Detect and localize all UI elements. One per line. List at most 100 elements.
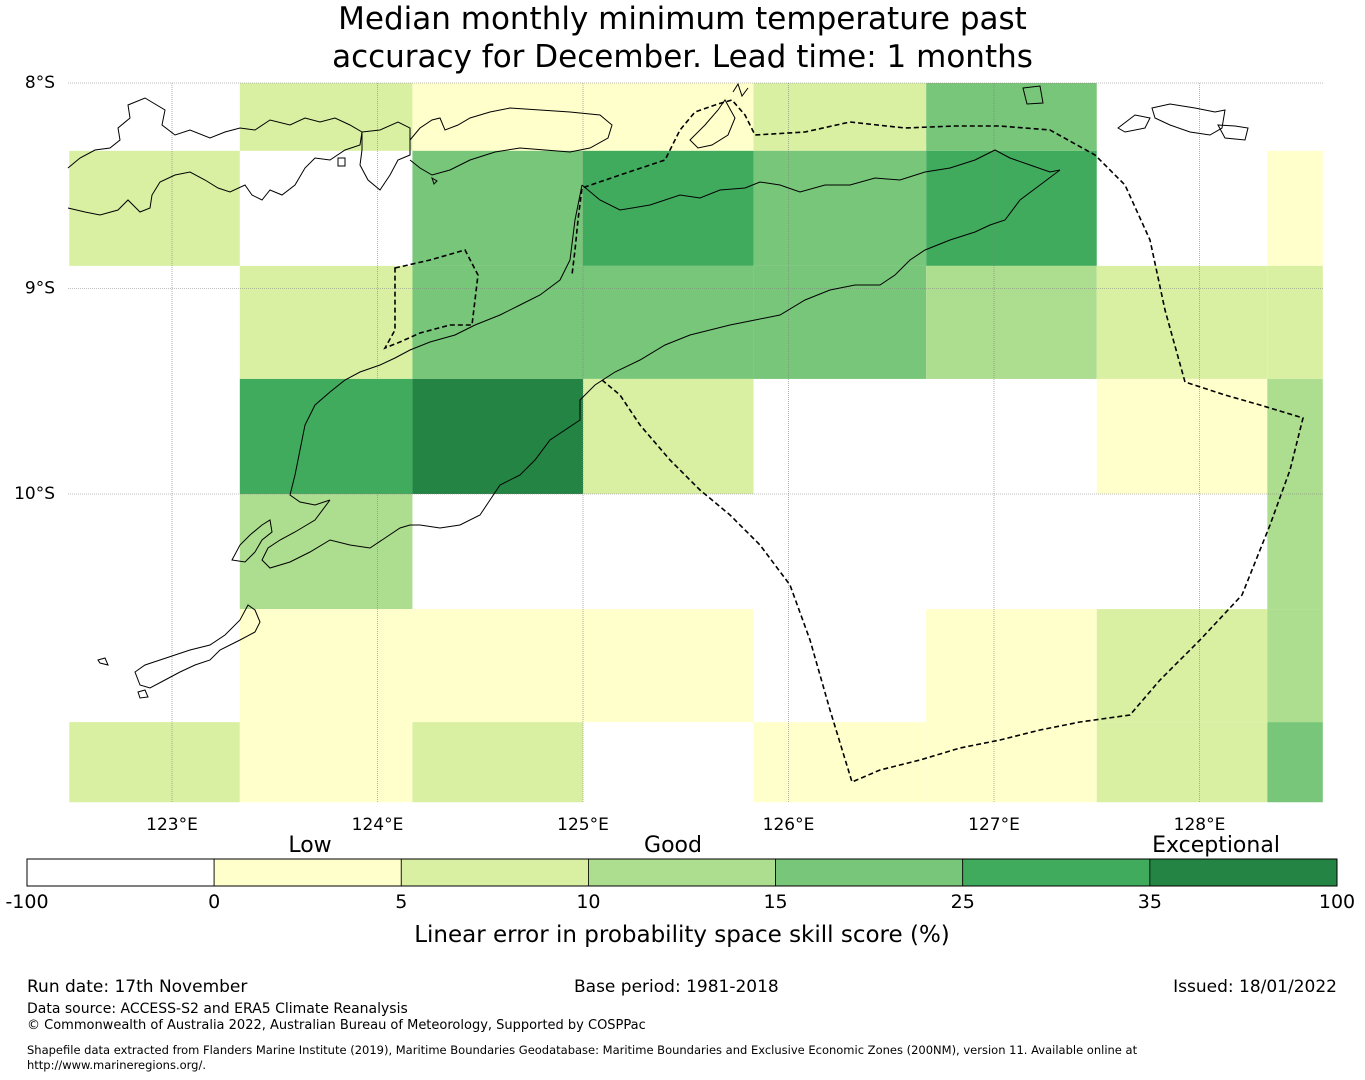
colorbar-segment-0 [26, 858, 215, 887]
skill-cell-33 [412, 722, 583, 803]
colorbar-segments [26, 858, 1338, 887]
skill-cell-9 [926, 150, 1097, 266]
maritime-boundary-eez [383, 99, 1304, 784]
colorbar-axis-label: Linear error in probability space skill … [414, 922, 950, 948]
copyright-notice: © Commonwealth of Australia 2022, Austra… [27, 1018, 646, 1033]
latitude-label-1: 9°S [25, 279, 55, 299]
coastline-islet-2 [137, 689, 149, 699]
skill-cell-36 [1096, 722, 1268, 803]
skill-cell-2 [583, 83, 754, 151]
skill-cell-32 [239, 722, 413, 803]
coastline-leti [1022, 85, 1044, 105]
colorbar-segment-3 [588, 858, 776, 887]
colorbar: -100 0 5 10 15 25 35 100 Low Good Exceptional L… [5, 833, 1355, 948]
skill-cell-37 [1267, 722, 1323, 803]
coastline [67, 82, 1249, 699]
shapefile-credit-line-2: http://www.marineregions.org/. [27, 1058, 206, 1072]
colorbar-tick-labels: -100 0 5 10 15 25 35 100 [5, 891, 1355, 913]
skill-cell-25 [239, 609, 413, 723]
skill-cell-18 [239, 378, 413, 494]
latitude-label-2: 10°S [14, 484, 55, 504]
map-axis-labels: 123°E 124°E 125°E 126°E 127°E 128°E 8°S 9°S 10°S [14, 73, 1225, 835]
colorbar-tick-5: 25 [951, 891, 975, 913]
longitude-label-0: 123°E [146, 815, 198, 835]
colorbar-segment-1 [213, 858, 402, 887]
category-exceptional-label: Exceptional [1152, 833, 1280, 858]
skill-cell-35 [926, 722, 1097, 803]
eez-timor-leste-main [571, 99, 1304, 784]
skill-cell-34 [753, 722, 927, 803]
skill-cell-3 [753, 83, 927, 151]
skill-cell-20 [583, 378, 754, 494]
skill-cell-17 [1267, 265, 1323, 379]
colorbar-tick-1: 0 [208, 891, 220, 913]
colorbar-segment-2 [400, 858, 589, 887]
category-low-label: Low [288, 833, 331, 858]
coastline-kisar [1117, 114, 1151, 133]
longitude-label-3: 126°E [763, 815, 815, 835]
coastline-islet-5 [732, 82, 749, 98]
skill-cell-15 [926, 265, 1097, 379]
skill-cell-31 [69, 722, 240, 803]
coastline-roti [261, 499, 411, 569]
skill-cell-0 [239, 83, 413, 151]
skill-cell-5 [69, 150, 240, 266]
skill-cell-16 [1096, 265, 1268, 379]
colorbar-outline [26, 858, 1338, 887]
coastline-moa [1151, 103, 1226, 136]
skill-grid-cells [69, 83, 1323, 803]
coastline-islet-4 [431, 176, 438, 185]
colorbar-segment-5 [962, 858, 1151, 887]
skill-cell-8 [753, 150, 927, 266]
skill-cell-23 [239, 494, 413, 610]
longitude-label-2: 125°E [557, 815, 609, 835]
colorbar-segment-6 [1149, 858, 1338, 887]
skill-cell-21 [1096, 378, 1268, 494]
coastline-sawu-small [231, 519, 273, 563]
coastline-lakor [1217, 124, 1249, 141]
shapefile-credit-line-1: Shapefile data extracted from Flanders M… [27, 1043, 1138, 1057]
chart-title-line-2: accuracy for December. Lead time: 1 mont… [332, 39, 1033, 75]
colorbar-tick-6: 35 [1138, 891, 1162, 913]
skill-cell-1 [412, 83, 583, 151]
skill-cell-13 [583, 265, 754, 379]
coastline-atauro [689, 99, 736, 149]
colorbar-tick-7: 100 [1319, 891, 1355, 913]
skill-cell-10 [1267, 150, 1323, 266]
coastline-wetar [409, 107, 613, 176]
coastline-timor-south [410, 169, 1061, 529]
coastline-islet-3 [337, 157, 346, 167]
skill-cell-7 [583, 150, 754, 266]
longitude-label-5: 128°E [1174, 815, 1226, 835]
skill-cell-4 [926, 83, 1097, 151]
category-good-label: Good [644, 833, 702, 858]
data-source: Data source: ACCESS-S2 and ERA5 Climate … [27, 1001, 408, 1017]
issued-date: Issued: 18/01/2022 [1173, 977, 1337, 997]
chart-title: Median monthly minimum temperature past … [0, 0, 1365, 76]
skill-cell-30 [1267, 609, 1323, 723]
coastline-timor-north [581, 149, 1061, 211]
coastline-islet-1 [97, 657, 109, 666]
coastline-alor-east [359, 121, 411, 191]
skill-cell-29 [1096, 609, 1268, 723]
map-gridlines [68, 82, 1324, 803]
skill-cell-28 [926, 609, 1097, 723]
coastline-roti-south [134, 604, 261, 689]
skill-cell-24 [1267, 494, 1323, 610]
skill-cell-22 [1267, 378, 1323, 494]
colorbar-tick-0: -100 [5, 891, 48, 913]
run-date: Run date: 17th November [27, 977, 248, 997]
colorbar-tick-3: 10 [576, 891, 600, 913]
colorbar-segment-4 [775, 858, 964, 887]
skill-cell-14 [753, 265, 927, 379]
skill-cell-12 [412, 265, 583, 379]
coastline-west-timor [289, 184, 583, 506]
skill-cell-11 [239, 265, 413, 379]
skill-cell-19 [412, 378, 583, 494]
base-period: Base period: 1981-2018 [574, 977, 779, 997]
longitude-label-1: 124°E [352, 815, 404, 835]
colorbar-tick-2: 5 [395, 891, 407, 913]
skill-cell-6 [412, 150, 583, 266]
skill-cell-26 [412, 609, 583, 723]
